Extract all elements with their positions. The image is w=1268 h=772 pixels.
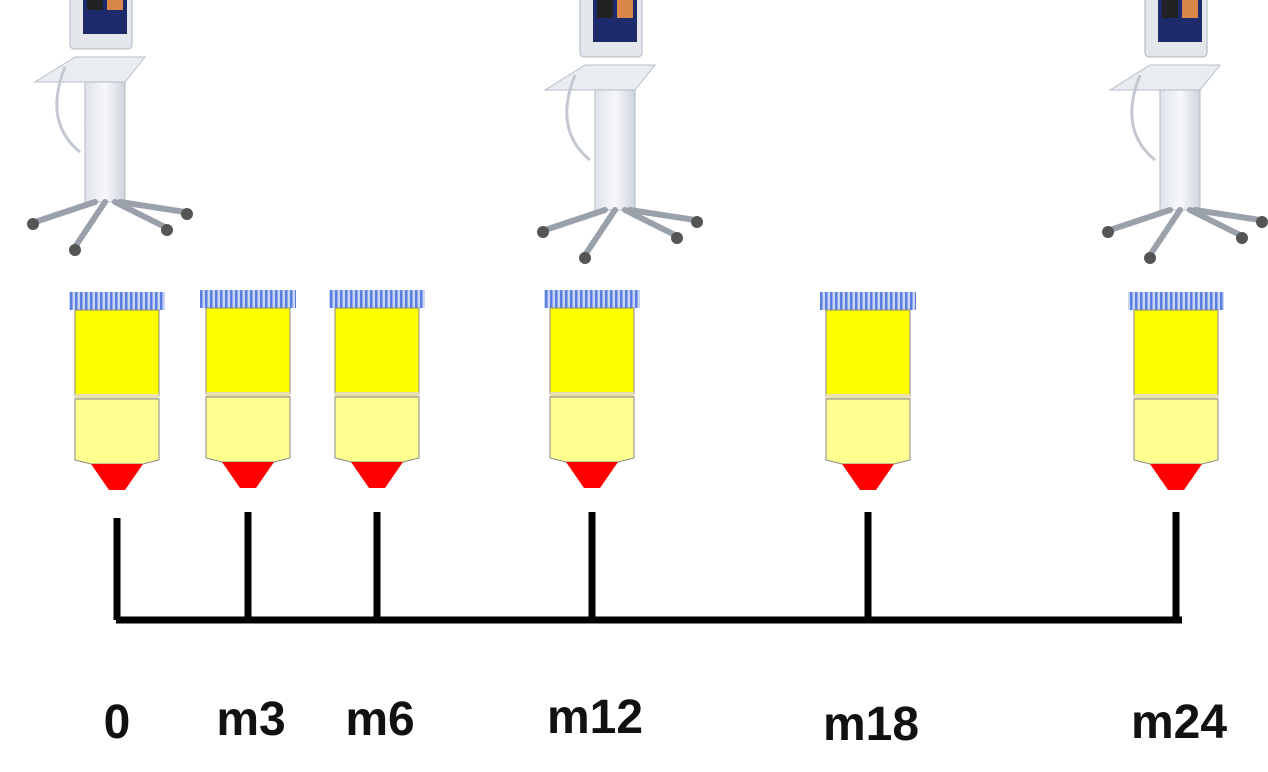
tube-upper — [75, 310, 159, 396]
tube-lower — [335, 397, 419, 462]
ultrasound-machine — [537, 0, 703, 264]
tube-cap — [329, 290, 425, 308]
timepoint-label: m24 — [1131, 696, 1227, 749]
tube-pellet — [351, 462, 403, 488]
tube-lower — [75, 399, 159, 464]
tube-cap — [820, 292, 916, 310]
tube-pellet — [1150, 464, 1202, 490]
tube-cap — [200, 290, 296, 308]
tube-upper — [206, 308, 290, 394]
tube-band — [335, 392, 419, 397]
tube-cap — [544, 290, 640, 308]
tube-pellet — [91, 464, 143, 490]
timepoint-label: m6 — [345, 693, 414, 746]
tube-band — [550, 392, 634, 397]
tube-upper — [550, 308, 634, 394]
tube-band — [206, 392, 290, 397]
ultrasound-machine — [27, 0, 193, 256]
timepoint-label: 0 — [104, 696, 131, 749]
tube-lower — [206, 397, 290, 462]
tube-pellet — [842, 464, 894, 490]
tube-band — [826, 394, 910, 399]
tube-upper — [335, 308, 419, 394]
tube-pellet — [222, 462, 274, 488]
tube-cap — [1128, 292, 1224, 310]
timepoint-label: m12 — [547, 691, 643, 744]
timeline-diagram: 0 m3 m6 m12 m18 m24 — [0, 0, 1268, 772]
tube-cap — [69, 292, 165, 310]
tube-pellet — [566, 462, 618, 488]
tube-band — [1134, 394, 1218, 399]
timepoint-label: m18 — [823, 698, 919, 751]
tube-band — [75, 394, 159, 399]
tube-lower — [1134, 399, 1218, 464]
timepoint-label: m3 — [216, 693, 285, 746]
tube-lower — [550, 397, 634, 462]
tube-upper — [826, 310, 910, 396]
ultrasound-machine — [1102, 0, 1268, 264]
tube-lower — [826, 399, 910, 464]
tube-upper — [1134, 310, 1218, 396]
